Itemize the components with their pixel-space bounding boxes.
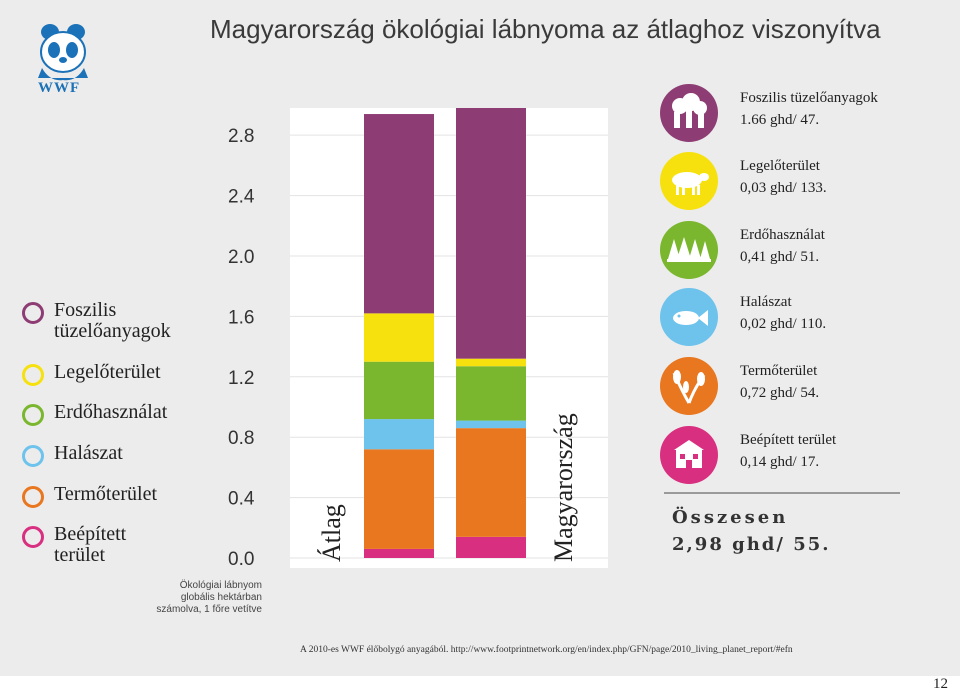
- total-label: Összesen: [672, 507, 789, 528]
- sheep-icon: [672, 172, 709, 195]
- category-value: 0,14 ghd/ 17.: [740, 454, 820, 470]
- detail-item-cropland: Termőterület 0,72 ghd/ 54.: [660, 357, 950, 417]
- y-tick-label: 2.0: [228, 247, 254, 268]
- category-circle: [660, 84, 718, 142]
- x-category-label: Átlag: [317, 504, 346, 562]
- category-value: 0,72 ghd/ 54.: [740, 385, 820, 401]
- bar-segment: [364, 114, 434, 314]
- bar-segment: [364, 361, 434, 420]
- category-name: Foszilis tüzelőanyagok: [740, 90, 878, 106]
- category-circle: [660, 357, 718, 415]
- category-name: Halászat: [740, 294, 792, 310]
- trees-icon: [667, 237, 711, 262]
- category-name: Erdőhasználat: [740, 227, 825, 243]
- bar-segment: [456, 536, 526, 558]
- category-circle: [660, 288, 718, 346]
- slide: WWF Magyarország ökológiai lábnyoma az á…: [0, 0, 960, 676]
- chart-background: [290, 108, 608, 568]
- divider: [664, 492, 900, 494]
- legend-label: Foszilis tüzelőanyagok: [54, 299, 171, 342]
- category-value: 0,02 ghd/ 110.: [740, 316, 827, 332]
- unit-note-line: globális hektárban: [180, 592, 262, 603]
- bar-segment: [456, 420, 526, 429]
- category-value: 0,03 ghd/ 133.: [740, 180, 827, 196]
- bar-segment: [456, 108, 526, 359]
- bar-segment: [364, 548, 434, 558]
- y-tick-label: 0.8: [228, 428, 254, 449]
- y-tick-label: 0.0: [228, 549, 254, 570]
- bar-segment: [456, 428, 526, 537]
- legend-label: Termőterület: [54, 483, 157, 505]
- y-tick-label: 1.2: [228, 368, 254, 389]
- page-number: 12: [933, 676, 948, 692]
- bar-segment: [456, 358, 526, 367]
- legend-item-forest: Erdőhasználat: [22, 402, 167, 426]
- legend-ring-forest: [22, 404, 44, 426]
- legend-ring-fishing: [22, 445, 44, 467]
- legend-ring-cropland: [22, 486, 44, 508]
- legend-item-built: Beépített terület: [22, 524, 126, 566]
- legend-label: Halászat: [54, 442, 123, 464]
- y-tick-label: 1.6: [228, 307, 254, 328]
- total-value: 2,98 ghd/ 55.: [672, 534, 831, 555]
- legend-ring-built: [22, 526, 44, 548]
- detail-item-fishing: Halászat 0,02 ghd/ 110.: [660, 288, 950, 348]
- fish-icon: [673, 310, 708, 326]
- bar-segment: [364, 449, 434, 549]
- stacked-bar-chart: 0.0 0.4 0.8 1.2 1.6 2.0 2.4 2.8 Átlag Magyarorszá…: [228, 108, 608, 570]
- wwf-logo: [30, 20, 100, 100]
- category-circle: [660, 221, 718, 279]
- wwf-logo-text: WWF: [38, 80, 81, 96]
- legend-item-fishing: Halászat: [22, 443, 123, 467]
- category-name: Beépített terület: [740, 432, 837, 448]
- y-tick-label: 0.4: [228, 489, 255, 510]
- legend-item-grazing: Legelőterület: [22, 362, 161, 386]
- legend-item-cropland: Termőterület: [22, 484, 157, 508]
- category-circle: [660, 152, 718, 210]
- house-icon: [674, 440, 704, 468]
- category-name: Legelőterület: [740, 158, 820, 174]
- y-tick-label: 2.8: [228, 126, 254, 147]
- bar-segment: [364, 313, 434, 362]
- legend-label: Erdőhasználat: [54, 401, 168, 423]
- legend-item-fossil: Foszilis tüzelőanyagok: [22, 300, 224, 342]
- x-category-label: Magyarország: [549, 413, 578, 562]
- panda-icon: [38, 24, 88, 81]
- legend-label: Legelőterület: [54, 361, 161, 383]
- y-tick-label: 2.4: [228, 187, 255, 208]
- page-title: Magyarország ökológiai lábnyoma az átlag…: [210, 14, 881, 44]
- unit-note-line: számolva, 1 főre vetítve: [156, 604, 262, 615]
- detail-item-fossil: Foszilis tüzelőanyagok 1.66 ghd/ 47.: [660, 84, 950, 144]
- detail-item-forest: Erdőhasználat 0,41 ghd/ 51.: [660, 221, 950, 281]
- category-circle: [660, 426, 718, 484]
- bar-segment: [364, 419, 434, 450]
- legend-ring-grazing: [22, 364, 44, 386]
- detail-item-grazing: Legelőterület 0,03 ghd/ 133.: [660, 152, 950, 212]
- legend-label: Beépített terület: [54, 523, 127, 566]
- category-name: Termőterület: [740, 363, 818, 379]
- bar-segment: [456, 366, 526, 421]
- source-citation: A 2010-es WWF élőbolygó anyagából. http:…: [300, 645, 793, 655]
- category-value: 1.66 ghd/ 47.: [740, 112, 820, 128]
- factory-icon: [672, 93, 707, 128]
- crop-icon: [672, 370, 706, 404]
- unit-note-line: Ökológiai lábnyom: [179, 580, 262, 591]
- detail-item-built: Beépített terület 0,14 ghd/ 17.: [660, 426, 950, 486]
- unit-note: Ökológiai lábnyom globális hektárban szá…: [120, 580, 262, 616]
- category-value: 0,41 ghd/ 51.: [740, 249, 820, 265]
- legend-ring-fossil: [22, 302, 44, 324]
